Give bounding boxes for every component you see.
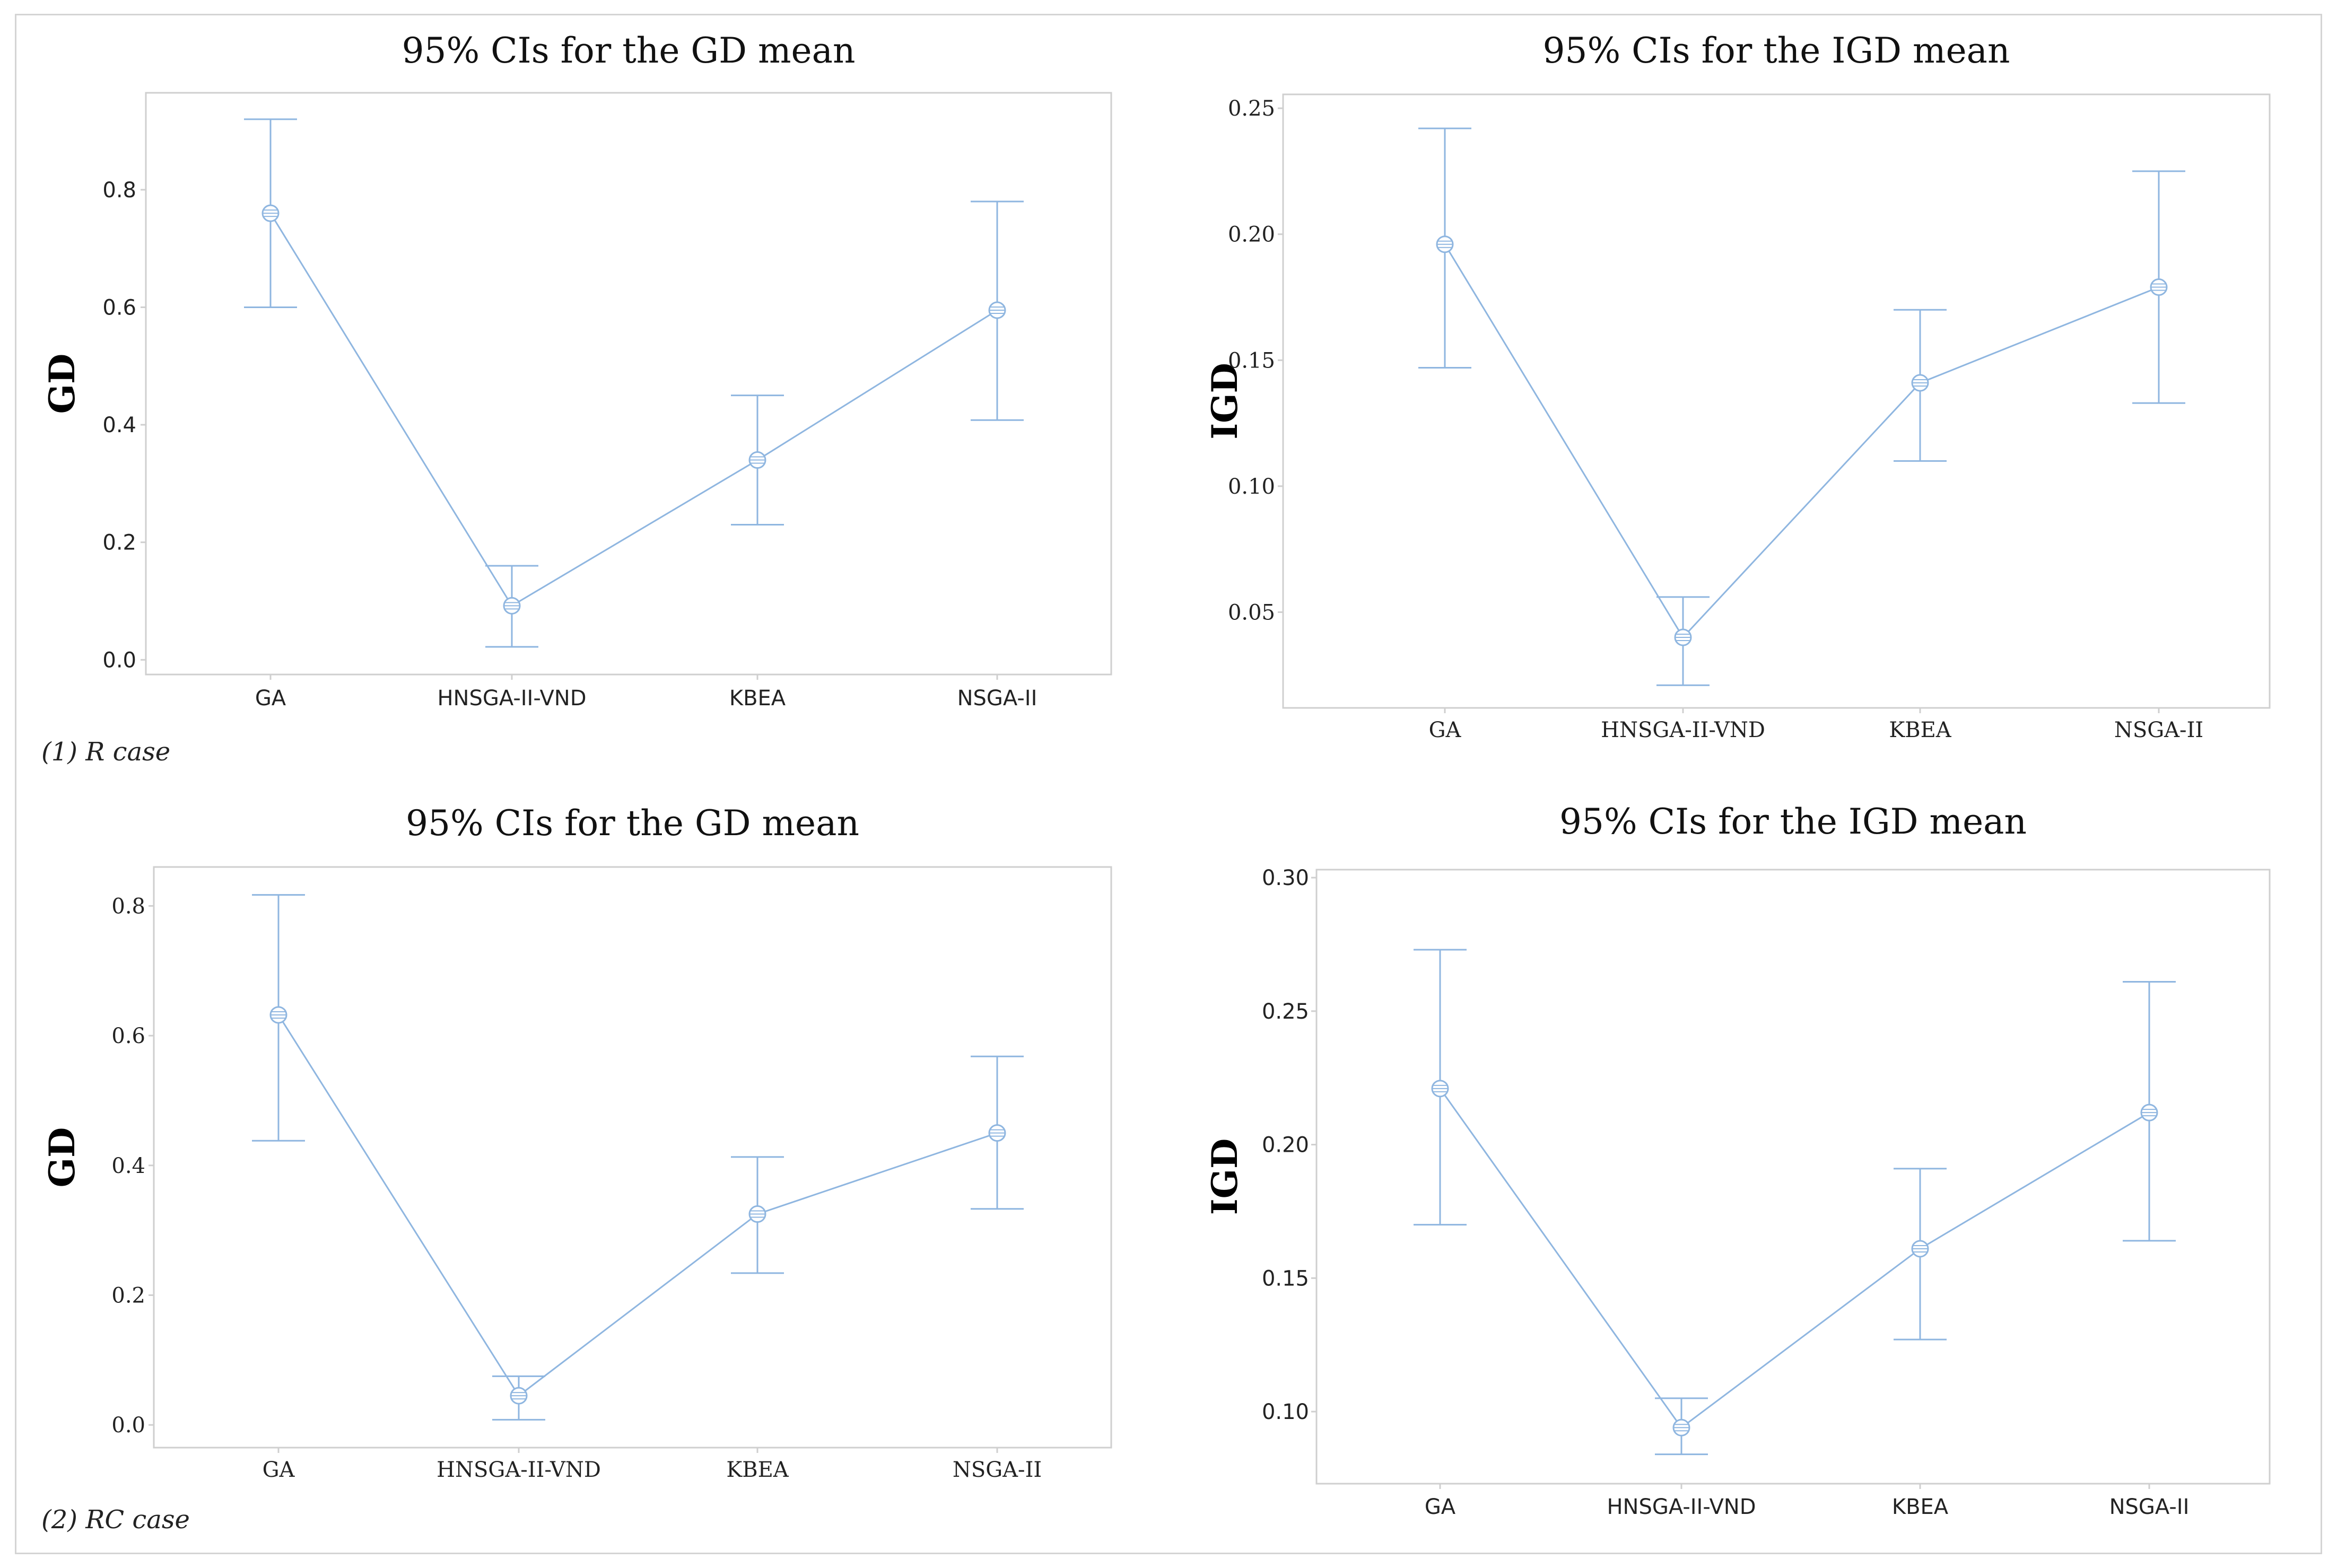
ci-interval-hnsga-ii-vnd (1656, 596, 1710, 686)
ci-interval-nsga-ii (2132, 170, 2185, 404)
y-tick-label: 0.8 (111, 894, 145, 918)
x-tick-label: HNSGA-II-VND (1601, 718, 1765, 742)
y-tick-label: 0.10 (1262, 1400, 1309, 1424)
y-tick-label: 0.2 (102, 531, 136, 555)
mean-connector-line (1444, 243, 2159, 639)
x-tick-label: KBEA (1889, 718, 1951, 742)
x-tick-label: NSGA-II (953, 1458, 1042, 1482)
y-tick-label: 0.4 (102, 413, 136, 437)
x-tick-label: NSGA-II (2109, 1495, 2190, 1519)
y-tick-label: 0.4 (111, 1154, 145, 1178)
ci-interval-kbea (1894, 1168, 1947, 1341)
y-tick-label: 0.15 (1262, 1266, 1309, 1291)
plot-frame (1282, 93, 2271, 709)
chart-rc-case-igd: 95% CIs for the IGD mean IGD 0.10 0.15 0.20 0… (1167, 774, 2337, 1568)
y-tick-label: 0.0 (102, 648, 136, 672)
chart-rc-case-gd-svg: 95% CIs for the GD mean GD 0.0 0.2 0.4 0.6 0.8… (41, 803, 1112, 1482)
y-axis-label: GD (41, 354, 83, 414)
ci-interval-ga (252, 894, 305, 1142)
y-tick-label: 0.2 (111, 1283, 145, 1308)
figure-frame (15, 14, 2322, 1554)
chart-title: 95% CIs for the IGD mean (1559, 801, 2027, 842)
mean-connector-line (1439, 1088, 2150, 1429)
ci-interval-nsga-ii (971, 200, 1024, 421)
chart-title: 95% CIs for the GD mean (406, 803, 859, 844)
y-axis-label: IGD (1204, 363, 1245, 439)
plot-frame (145, 92, 1112, 676)
x-tick-label: NSGA-II (2114, 718, 2203, 742)
ci-interval-hnsga-ii-vnd (485, 565, 538, 648)
mean-connector-line (269, 213, 998, 607)
plot-frame (153, 866, 1112, 1449)
ci-interval-kbea (731, 395, 784, 525)
ci-interval-nsga-ii (2123, 980, 2176, 1242)
y-tick-label: 0.05 (1228, 600, 1275, 625)
y-tick-label: 0.30 (1262, 866, 1309, 890)
ci-interval-ga (244, 118, 297, 308)
y-tick-label: 0.10 (1228, 475, 1275, 499)
x-tick-label: HNSGA-II-VND (437, 1458, 601, 1482)
y-tick-label: 0.25 (1228, 97, 1275, 121)
y-tick-label: 0.6 (102, 295, 136, 320)
ci-interval-ga (1418, 127, 1471, 369)
y-tick-label: 0.20 (1228, 223, 1275, 247)
x-tick-label: GA (1429, 718, 1462, 742)
caption-r-case: (1) R case (41, 737, 171, 767)
chart-r-case-igd: 95% CIs for the IGD mean IGD 0.05 0.10 0.15 0… (1167, 0, 2337, 774)
ci-interval-hnsga-ii-vnd (492, 1375, 545, 1421)
chart-title: 95% CIs for the GD mean (402, 30, 856, 71)
x-tick-label: KBEA (729, 686, 786, 711)
y-axis-label: GD (41, 1127, 83, 1188)
y-axis-label: IGD (1204, 1138, 1245, 1215)
x-tick-label: KBEA (1892, 1495, 1949, 1519)
x-tick-label: HNSGA-II-VND (437, 686, 586, 711)
chart-r-case-gd-svg: 95% CIs for the GD mean GD 0.0 0.2 0.4 0.6 0.8… (41, 30, 1112, 711)
y-tick-label: 0.8 (102, 178, 136, 203)
chart-rc-case-igd-svg: 95% CIs for the IGD mean IGD 0.10 0.15 0.20 0… (1204, 801, 2271, 1519)
y-tick-label: 0.15 (1228, 348, 1275, 373)
x-tick-label: GA (1425, 1495, 1456, 1519)
y-tick-label: 0.6 (111, 1024, 145, 1048)
x-tick-label: GA (255, 686, 286, 711)
caption-rc-case: (2) RC case (41, 1505, 190, 1535)
ci-interval-ga (1414, 949, 1467, 1226)
ci-interval-kbea (1894, 309, 1947, 462)
x-tick-label: GA (263, 1458, 295, 1482)
ci-interval-kbea (731, 1156, 784, 1274)
y-tick-label: 0.20 (1262, 1133, 1309, 1158)
chart-r-case-igd-svg: 95% CIs for the IGD mean IGD 0.05 0.10 0.15 0… (1204, 30, 2271, 742)
y-tick-label: 0.0 (111, 1413, 145, 1438)
chart-r-case-gd: 95% CIs for the GD mean GD 0.0 0.2 0.4 0.6 0.8… (0, 0, 1167, 774)
x-tick-label: NSGA-II (957, 686, 1037, 711)
chart-rc-case-gd: 95% CIs for the GD mean GD 0.0 0.2 0.4 0.6 0.8… (0, 774, 1167, 1568)
y-tick-label: 0.25 (1262, 1000, 1309, 1024)
mean-connector-line (277, 1014, 998, 1397)
ci-interval-hnsga-ii-vnd (1655, 1397, 1708, 1456)
chart-title: 95% CIs for the IGD mean (1542, 30, 2010, 71)
plot-frame (1315, 869, 2271, 1485)
ci-interval-nsga-ii (971, 1055, 1024, 1210)
x-tick-label: HNSGA-II-VND (1607, 1495, 1756, 1519)
x-tick-label: KBEA (726, 1458, 789, 1482)
